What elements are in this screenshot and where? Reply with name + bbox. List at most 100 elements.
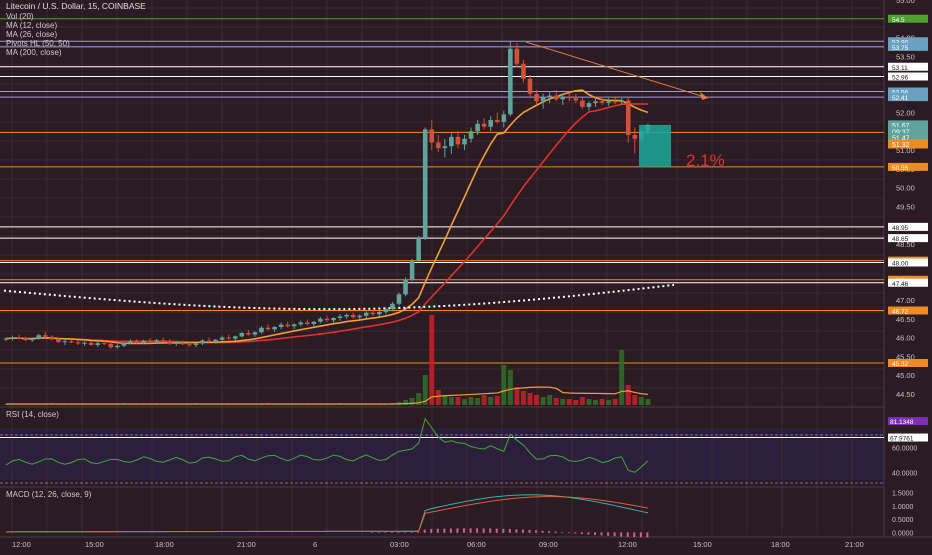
candle-body	[553, 95, 559, 100]
candle-body	[95, 343, 100, 345]
volume-bar	[435, 390, 441, 405]
volume-bar	[527, 393, 533, 405]
macd-histogram-bar	[646, 532, 649, 538]
level-tag-label: 52.41	[892, 95, 909, 102]
price-tick-label: 52.00	[896, 109, 915, 118]
macd-histogram-bar	[390, 532, 393, 533]
candle-body	[409, 260, 415, 280]
level-tag	[888, 234, 928, 243]
candle-body	[350, 315, 356, 318]
candle-body	[226, 337, 231, 339]
macd-histogram-bar	[594, 532, 596, 536]
price-tick-label: 49.50	[896, 202, 915, 211]
price-tick-label: 46.50	[896, 315, 915, 324]
macd-histogram-bar	[541, 530, 544, 533]
price-tick-label: 50.00	[896, 184, 915, 193]
rsi-tick-label: 40.0000	[892, 471, 917, 478]
macd-histogram-bar	[410, 532, 413, 533]
price-tag-label: 51.47	[892, 135, 910, 142]
time-tick-label: 12:00	[12, 540, 31, 549]
candle-body	[429, 129, 435, 143]
candle-body	[23, 338, 28, 341]
level-tag	[888, 62, 928, 71]
macd-histogram-bar	[377, 532, 380, 533]
candle-body	[501, 114, 507, 122]
volume-bar	[612, 399, 618, 405]
macd-histogram-bar	[607, 532, 610, 536]
volume-bar	[501, 365, 507, 405]
time-tick-label: 12:00	[618, 540, 637, 549]
price-tag	[888, 127, 928, 137]
time-tick-label: 18:00	[155, 540, 174, 549]
volume-bar	[448, 397, 454, 405]
price-tick-label: 45.00	[896, 371, 915, 380]
level-tag	[888, 222, 928, 231]
candle-body	[331, 318, 336, 321]
candle-body	[625, 100, 631, 135]
macd-histogram-bar	[567, 532, 570, 534]
ma26-line	[5, 103, 648, 344]
time-tick-label: 6	[313, 540, 317, 549]
volume-bar	[507, 370, 513, 405]
volume-bar	[416, 393, 422, 405]
volume-bar	[481, 395, 487, 405]
level-tag-label: 46.72	[892, 309, 909, 316]
level-tag	[888, 359, 928, 367]
candle-body	[344, 315, 349, 317]
volume-bar	[553, 398, 559, 405]
candle-body	[521, 63, 526, 79]
legend-entry: MA (26, close)	[6, 30, 57, 39]
candle-body	[3, 338, 9, 340]
candle-body	[298, 322, 304, 325]
macd-histogram-bar	[580, 532, 583, 535]
price-tag	[888, 132, 928, 142]
volume-bar	[468, 397, 474, 405]
time-tick-label: 15:00	[693, 540, 712, 549]
candle-body	[206, 340, 212, 342]
level-tag	[888, 306, 928, 315]
price-tick-label: 46.00	[896, 334, 915, 343]
macd-histogram-bar	[508, 529, 511, 533]
volume-bar	[520, 391, 526, 405]
candle-body	[363, 312, 369, 316]
candle-body	[370, 312, 376, 315]
candle-body	[508, 48, 513, 115]
volume-bar	[409, 398, 415, 405]
level-tag	[888, 278, 928, 287]
volume-bar	[514, 387, 520, 405]
candle-body	[449, 136, 454, 147]
volume-bar	[560, 399, 566, 405]
macd-histogram-bar	[535, 530, 538, 533]
macd-histogram-bar	[476, 528, 479, 533]
volume-bar	[566, 399, 572, 405]
macd-histogram-bar	[384, 532, 387, 533]
macd-tick-label: 1.0000	[892, 504, 914, 511]
level-tag	[888, 87, 928, 96]
legend-entry: MA (200, close)	[6, 48, 62, 57]
candle-body	[49, 336, 55, 340]
candle-body	[239, 333, 245, 337]
volume-bar	[638, 397, 644, 405]
candle-body	[567, 96, 572, 99]
level-tag-label: 53.11	[892, 65, 908, 72]
volume-bar	[462, 399, 467, 405]
candle-body	[540, 97, 546, 102]
candle-body	[416, 238, 421, 261]
candle-body	[213, 339, 218, 342]
price-tick-label: 48.50	[896, 240, 915, 249]
candle-body	[377, 312, 382, 315]
macd-histogram-bar	[495, 528, 498, 533]
candle-body	[285, 324, 290, 327]
macd-histogram-bar	[561, 532, 564, 533]
candle-body	[494, 120, 500, 122]
candle-body	[128, 341, 133, 343]
macd-histogram-bar	[613, 532, 616, 537]
legend-entry: Pivots HL (50, 50)	[6, 39, 70, 48]
candle-body	[337, 316, 343, 318]
macd-histogram-bar	[548, 531, 551, 533]
candle-body	[62, 341, 68, 343]
candle-body	[10, 337, 15, 339]
candle-body	[232, 336, 238, 339]
